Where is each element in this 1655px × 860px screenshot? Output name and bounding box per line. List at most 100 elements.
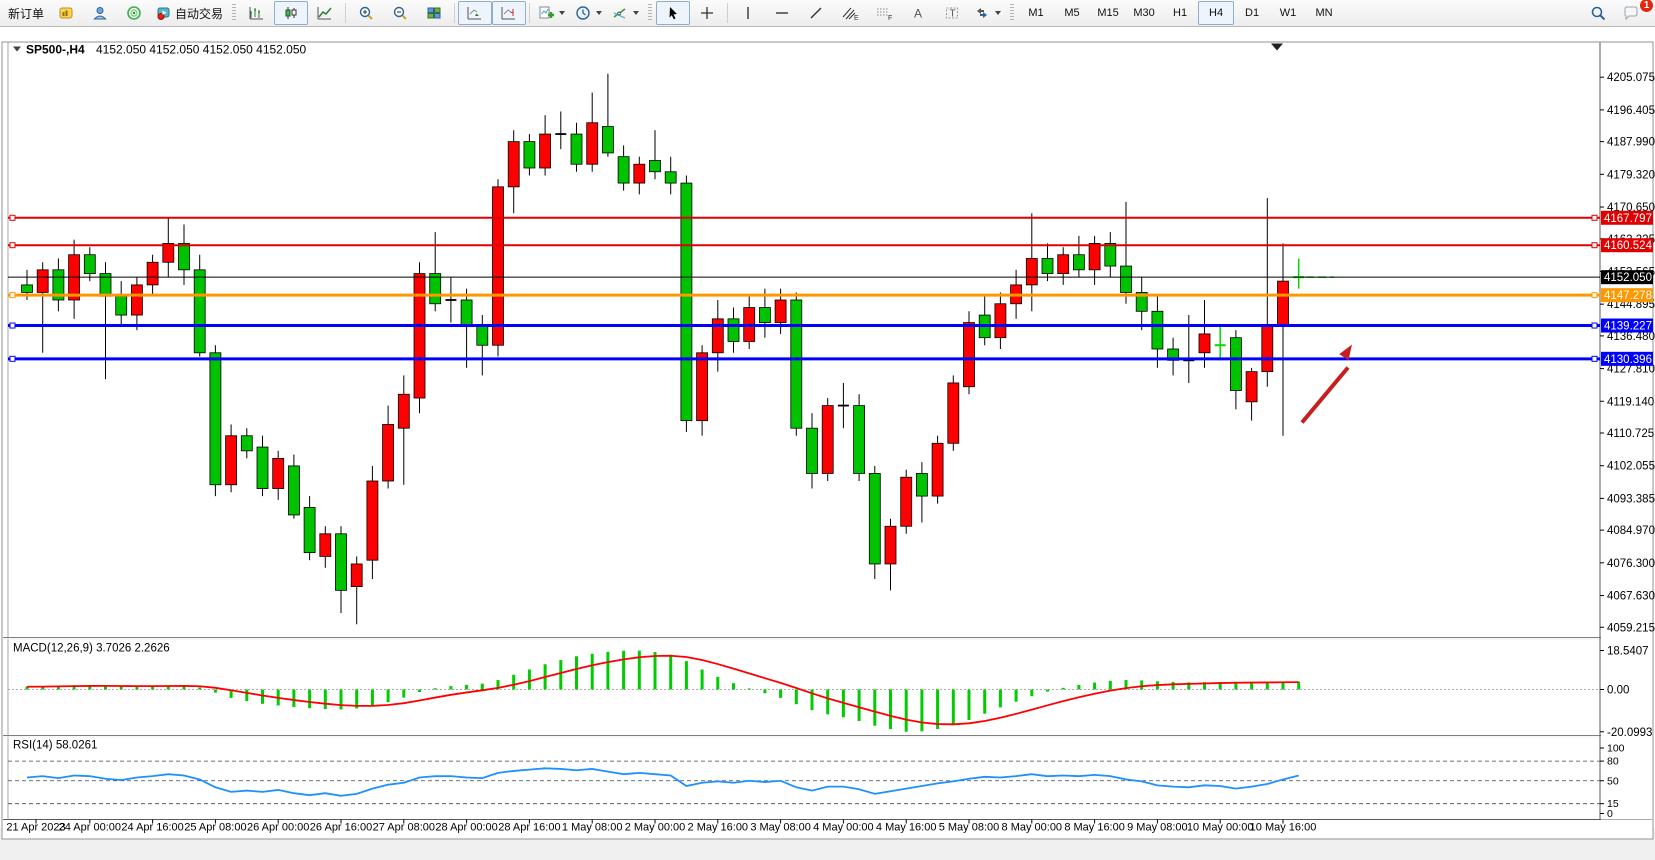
candle bbox=[1245, 367, 1258, 421]
objects-button[interactable] bbox=[607, 1, 644, 25]
hline-handle[interactable] bbox=[9, 292, 16, 299]
fibonacci-tool-button[interactable]: F bbox=[867, 1, 901, 25]
candle bbox=[225, 424, 238, 493]
text-tool-button[interactable]: A bbox=[901, 1, 935, 25]
arrow-annotation[interactable] bbox=[1300, 366, 1350, 424]
hline-handle[interactable] bbox=[9, 214, 16, 221]
timeframe-button-m15[interactable]: M15 bbox=[1097, 7, 1119, 19]
arrow-annotation-head[interactable] bbox=[1339, 344, 1352, 361]
rsi-panel[interactable] bbox=[8, 735, 1600, 814]
main-chart-panel[interactable] bbox=[8, 42, 1600, 638]
svg-text:A: A bbox=[914, 7, 922, 21]
hline-handle[interactable] bbox=[1591, 355, 1598, 362]
candles-layer bbox=[21, 73, 1335, 625]
candle bbox=[664, 156, 677, 195]
tile-windows-icon bbox=[427, 7, 441, 19]
current-candle bbox=[1214, 326, 1226, 361]
tile-windows-button[interactable] bbox=[417, 1, 451, 25]
timeframe-button-m30[interactable]: M30 bbox=[1133, 7, 1155, 19]
auto-trading-button[interactable]: 自动交易 bbox=[151, 1, 228, 25]
notification-badge: 1 bbox=[1639, 0, 1654, 13]
hline-handle[interactable] bbox=[9, 322, 16, 329]
macd-panel[interactable] bbox=[8, 637, 1600, 736]
notifications-button[interactable]: 1 bbox=[1615, 0, 1654, 25]
hline-tool-button[interactable] bbox=[765, 1, 799, 25]
timeframe-button-m1[interactable]: M1 bbox=[1028, 7, 1044, 19]
timeframe-button-h1[interactable]: H1 bbox=[1173, 7, 1188, 19]
timeframe-button-h4[interactable]: H4 bbox=[1198, 1, 1235, 25]
radar-button[interactable] bbox=[117, 1, 151, 25]
candle bbox=[1120, 201, 1132, 304]
chevron-down-icon bbox=[559, 11, 566, 15]
chart-doc-button[interactable] bbox=[49, 1, 83, 25]
candle bbox=[162, 217, 175, 278]
search-button[interactable] bbox=[1581, 1, 1615, 25]
bar-chart-type-button[interactable] bbox=[240, 1, 274, 25]
hline-handle[interactable] bbox=[1591, 214, 1598, 221]
new-order-button[interactable]: 新订单 bbox=[3, 1, 49, 25]
candle bbox=[178, 224, 190, 285]
hline-handle[interactable] bbox=[1591, 292, 1598, 299]
timeframe-button-mn[interactable]: MN bbox=[1315, 7, 1333, 19]
candle bbox=[994, 292, 1007, 350]
price-tick-label: 4196.405 bbox=[1607, 105, 1655, 117]
cursor-tool-button[interactable] bbox=[656, 1, 691, 25]
symbol-dropdown-icon[interactable] bbox=[13, 46, 21, 52]
radar-icon bbox=[127, 6, 141, 20]
period-button[interactable] bbox=[570, 1, 607, 25]
candle bbox=[790, 292, 803, 436]
candle bbox=[445, 277, 457, 323]
candle bbox=[821, 398, 834, 481]
price-axis[interactable] bbox=[1601, 42, 1652, 820]
autoscroll-button[interactable] bbox=[458, 1, 493, 25]
line-chart-type-button[interactable] bbox=[308, 1, 342, 25]
price-tick-label: 4127.810 bbox=[1607, 364, 1655, 376]
chart-shift-marker[interactable] bbox=[1271, 43, 1283, 51]
trendline-tool-button[interactable] bbox=[799, 1, 833, 25]
candle bbox=[680, 175, 693, 432]
candle bbox=[1041, 243, 1054, 282]
new-order-label: 新订单 bbox=[8, 6, 45, 21]
timeframe-button-m5[interactable]: M5 bbox=[1064, 7, 1080, 19]
candle bbox=[523, 134, 536, 176]
chevron-down-icon bbox=[633, 11, 640, 15]
hline-handle[interactable] bbox=[1591, 242, 1598, 249]
price-tick-label: 4093.385 bbox=[1607, 493, 1655, 505]
toolbar-separator bbox=[727, 3, 729, 23]
vline-tool-button[interactable] bbox=[731, 1, 765, 25]
vline-icon bbox=[747, 7, 749, 19]
price-tick-label: 4136.480 bbox=[1607, 331, 1655, 343]
toolbar-grip bbox=[1010, 4, 1015, 22]
zoom-out-button[interactable] bbox=[383, 1, 417, 25]
indicators-button[interactable] bbox=[533, 1, 570, 25]
crosshair-tool-button[interactable] bbox=[690, 1, 724, 25]
hline-handle[interactable] bbox=[9, 242, 16, 249]
macd-tick-label: 0.00 bbox=[1607, 685, 1629, 697]
candle bbox=[350, 556, 363, 625]
candle bbox=[837, 382, 849, 429]
text-label-icon: T bbox=[946, 7, 959, 20]
chart-shift-button[interactable] bbox=[492, 1, 527, 25]
candle bbox=[570, 122, 583, 172]
zoom-in-button[interactable] bbox=[349, 1, 383, 25]
timeframe-button-d1[interactable]: D1 bbox=[1245, 7, 1260, 19]
channel-tool-button[interactable]: E bbox=[833, 1, 867, 25]
candle bbox=[931, 435, 944, 504]
hline-handle[interactable] bbox=[1591, 322, 1598, 329]
main-toolbar: 新订单 自动交易 bbox=[0, 0, 1655, 27]
price-tick-label: 4102.055 bbox=[1607, 461, 1655, 473]
arrows-tool-button[interactable] bbox=[969, 1, 1006, 25]
candle bbox=[759, 288, 771, 338]
candle-chart-type-button[interactable] bbox=[274, 1, 309, 25]
chart-canvas[interactable]: 4205.0754196.4054187.9904179.3204170.650… bbox=[0, 27, 1655, 855]
rsi-tick-label: 15 bbox=[1607, 798, 1619, 810]
candle bbox=[916, 462, 928, 523]
profile-button[interactable] bbox=[83, 1, 117, 25]
svg-text:E: E bbox=[854, 15, 859, 21]
text-label-tool-button[interactable]: T bbox=[935, 1, 969, 25]
rsi-tick-label: 0 bbox=[1607, 808, 1613, 820]
candle bbox=[492, 179, 504, 357]
timeframe-button-w1[interactable]: W1 bbox=[1279, 7, 1297, 19]
hline-handle[interactable] bbox=[9, 355, 16, 362]
svg-text:T: T bbox=[950, 9, 956, 20]
